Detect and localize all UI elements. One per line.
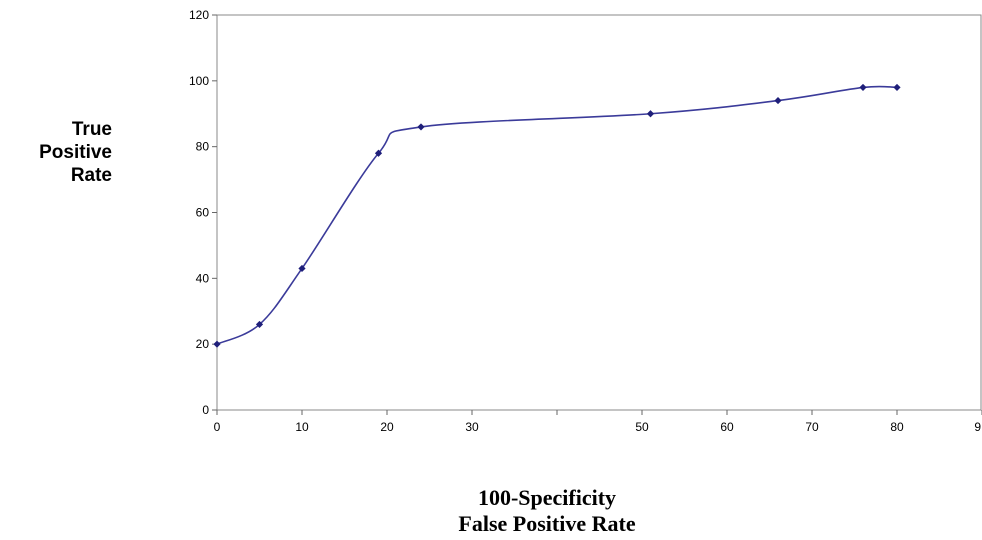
x-tick-label: 30 <box>465 420 479 434</box>
y-tick-label: 80 <box>196 140 210 154</box>
y-axis-label-line-2: Positive <box>39 142 112 163</box>
data-point <box>213 340 221 348</box>
y-tick-label: 0 <box>202 403 209 417</box>
y-axis-label: True Positive Rate <box>20 118 112 187</box>
series-line <box>216 85 898 345</box>
x-tick-label: 80 <box>890 420 904 434</box>
x-tick-label: 70 <box>805 420 819 434</box>
x-tick-label: 0 <box>214 420 221 434</box>
y-tick-label: 100 <box>189 74 209 88</box>
data-point <box>255 320 264 329</box>
plot-area <box>216 14 982 411</box>
y-tick-label: 120 <box>189 8 209 22</box>
y-tick-label: 20 <box>196 337 210 351</box>
x-tick-label: 60 <box>720 420 734 434</box>
y-axis-label-line-3: Rate <box>70 165 112 186</box>
data-point <box>774 96 782 105</box>
series-group <box>213 83 901 348</box>
y-axis-label-line-1: True <box>71 119 112 140</box>
x-axis-label: 100-Specificity False Positive Rate <box>0 485 982 537</box>
data-point <box>646 110 655 118</box>
x-axis-label-line-1: 100-Specificity <box>477 485 617 510</box>
y-axis-ticks: 0 20 40 60 80 100 120 <box>189 8 217 417</box>
plot-border <box>216 14 982 411</box>
y-tick-label: 40 <box>196 271 210 285</box>
data-point <box>374 149 383 157</box>
x-axis-ticks: 0 10 20 30 50 60 70 80 9 <box>214 410 982 434</box>
x-axis-label-line-2: False Positive Rate <box>458 511 636 536</box>
x-tick-label: 10 <box>295 420 309 434</box>
data-point <box>417 123 425 131</box>
y-tick-label: 60 <box>196 206 210 220</box>
data-point <box>859 83 867 92</box>
x-tick-label: 50 <box>635 420 649 434</box>
x-tick-label: 9 <box>974 420 981 434</box>
x-tick-label: 20 <box>380 420 394 434</box>
data-point <box>298 264 306 273</box>
data-point <box>893 83 901 92</box>
